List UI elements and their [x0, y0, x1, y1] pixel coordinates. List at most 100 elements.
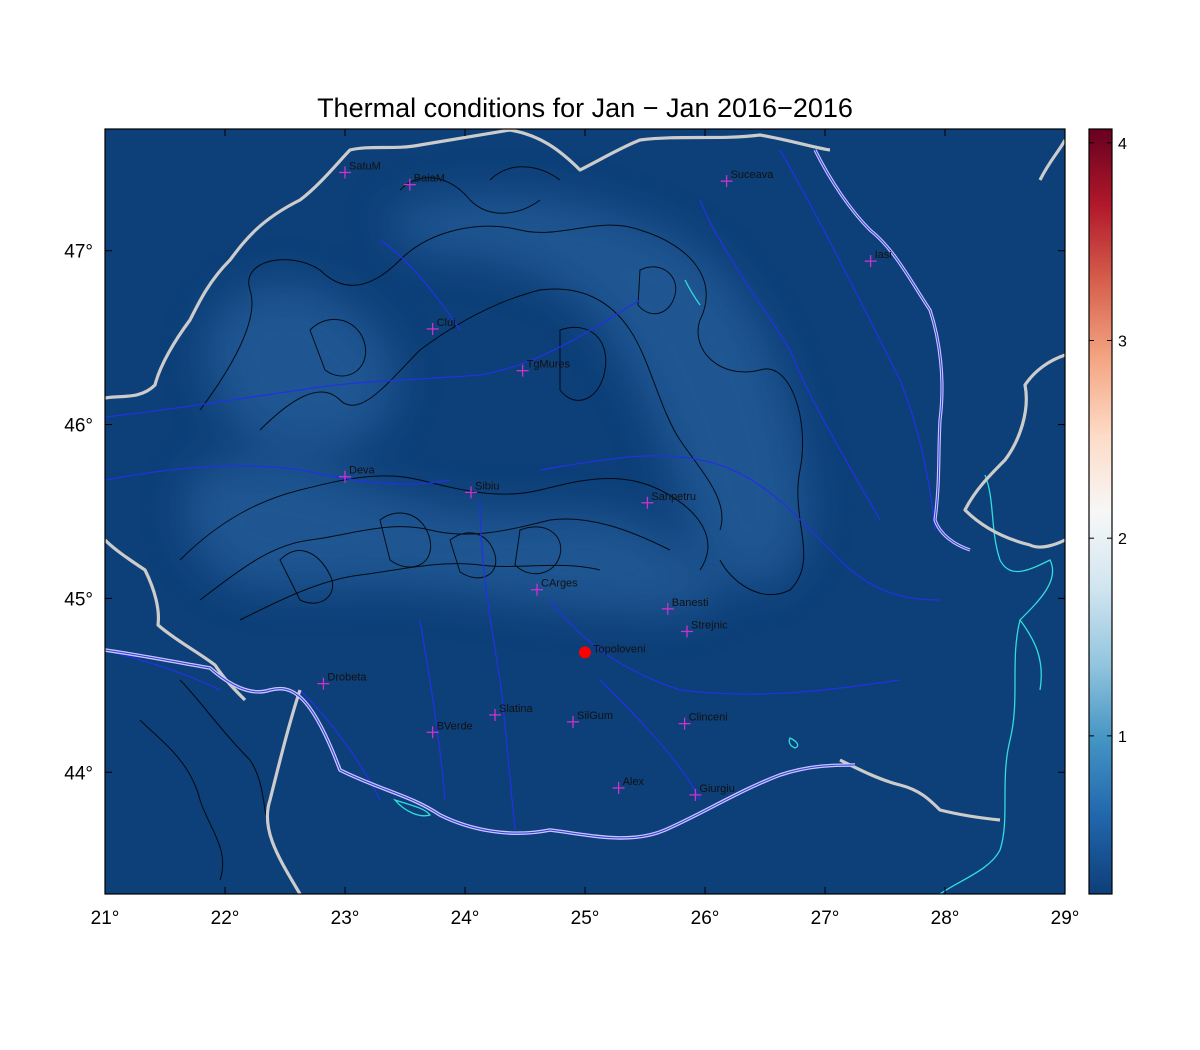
prut-river-core — [814, 149, 971, 551]
station-suceava: Suceava — [720, 169, 775, 188]
rivers — [105, 149, 941, 831]
river — [105, 465, 451, 485]
danube-and-prut — [105, 149, 971, 840]
station-drobeta: Drobeta — [317, 672, 367, 690]
contour-line — [309, 318, 367, 377]
station-label: Suceava — [731, 169, 775, 181]
map-axes: 21° 22° 23° 24° 25° 26° 27° 28° 29° 44° 45° 46° 47° — [64, 129, 1079, 929]
romania-southeast-border — [839, 758, 1001, 822]
station-clinceni: Clinceni — [678, 712, 728, 730]
contour-line — [259, 288, 723, 531]
station-label: SatuM — [349, 160, 381, 172]
river — [105, 299, 641, 418]
lake — [684, 279, 701, 306]
contour-line — [279, 550, 334, 604]
contour-line — [239, 563, 601, 621]
river — [419, 619, 446, 801]
station-label: Clinceni — [689, 712, 728, 724]
station-banesti: Banesti — [661, 597, 709, 615]
carpathian-highlight — [185, 195, 808, 613]
contour-line — [139, 719, 224, 881]
station-label: Alex — [623, 776, 645, 788]
station-silgum: SilGum — [567, 710, 613, 728]
station-label: CArges — [541, 578, 578, 590]
station-strejnic: Strejnic — [681, 619, 728, 638]
station-bverde: BVerde — [426, 720, 473, 739]
river — [599, 679, 701, 801]
station-baiam: BaiaM — [403, 173, 445, 191]
river — [549, 599, 901, 695]
contour-line — [637, 266, 677, 315]
station-label: Sibiu — [475, 480, 499, 492]
station-label: Giurgiu — [699, 783, 734, 795]
apuseni-highlight — [206, 283, 397, 452]
station-label: Drobeta — [327, 672, 367, 684]
lake — [393, 798, 432, 817]
river — [479, 499, 516, 831]
station-label: Sanpetru — [651, 491, 696, 503]
station-alex: Alex — [612, 776, 645, 794]
river — [299, 689, 381, 801]
romania-east-border — [1038, 139, 1065, 181]
romania-north-border — [105, 129, 831, 400]
station-label: Banesti — [672, 597, 709, 609]
contour-line — [379, 512, 432, 568]
contour-line — [399, 177, 541, 214]
station-label: BVerde — [437, 720, 473, 732]
eastern-carpathians-highlight — [380, 195, 808, 586]
lat-tick-label: 47° — [64, 242, 93, 263]
lon-tick-label: 25° — [571, 908, 600, 929]
station-deva: Deva — [339, 465, 376, 483]
river — [539, 455, 941, 601]
river — [379, 239, 461, 331]
lake — [1019, 619, 1042, 691]
lat-tick-label: 46° — [64, 416, 93, 437]
station-label: Slatina — [499, 703, 534, 715]
river — [699, 199, 881, 521]
station-sibiu: Sibiu — [465, 480, 499, 499]
lake — [939, 474, 1054, 894]
site-marker-group: Topoloveni — [579, 643, 646, 659]
station-label: Deva — [349, 465, 376, 477]
station-label: BaiaM — [414, 173, 445, 185]
lon-tick-label: 24° — [451, 908, 480, 929]
map-title: Thermal conditions for Jan − Jan 2016−20… — [317, 93, 853, 123]
site-label: Topoloveni — [593, 643, 646, 655]
station-markers: SatuM BaiaM Suceava Iasi Cluj TgMures Deva Sibi… — [317, 160, 892, 801]
station-giurgiu: Giurgiu — [689, 783, 735, 801]
station-sanpetru: Sanpetru — [641, 491, 696, 509]
lon-tick-label: 28° — [931, 908, 960, 929]
station-slatina: Slatina — [489, 703, 534, 721]
lon-tick-label: 23° — [331, 908, 360, 929]
lon-tick-label: 29° — [1051, 908, 1080, 929]
romania-west-border — [105, 538, 247, 702]
station-cluj: Cluj — [426, 317, 456, 335]
station-label: Cluj — [437, 317, 456, 329]
station-tgmures: TgMures — [516, 359, 571, 377]
station-iasi: Iasi — [864, 249, 892, 268]
station-label: SilGum — [577, 710, 613, 722]
station-label: Iasi — [875, 249, 892, 261]
lon-tick-label: 26° — [691, 908, 720, 929]
lat-tick-label: 45° — [64, 589, 93, 610]
lon-tick-label: 27° — [811, 908, 840, 929]
station-label: TgMures — [527, 359, 571, 371]
lake — [788, 737, 799, 749]
contour-line — [199, 518, 671, 601]
danube-river-core — [105, 649, 856, 839]
contour-line — [199, 224, 805, 596]
country-borders — [105, 129, 1065, 894]
contour-line — [514, 526, 562, 575]
romania-south-border — [265, 689, 302, 894]
river — [779, 149, 936, 531]
lat-tick-label: 44° — [64, 763, 93, 784]
contour-line — [559, 326, 607, 401]
contour-line — [449, 532, 497, 579]
lon-tick-label: 22° — [211, 908, 240, 929]
site-marker — [579, 646, 591, 659]
station-satum: SatuM — [339, 160, 381, 179]
southern-carpathians-highlight — [185, 461, 721, 613]
lon-tick-label: 21° — [91, 908, 120, 929]
contour-line — [489, 166, 561, 181]
